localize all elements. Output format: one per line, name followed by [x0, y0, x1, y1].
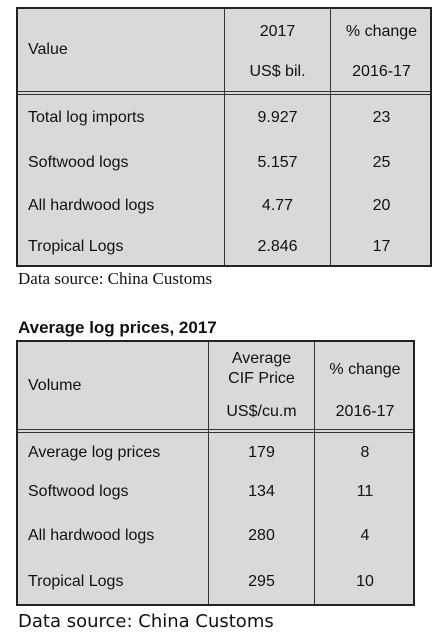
column-divider — [224, 9, 225, 265]
row-value: 179 — [248, 444, 275, 461]
row-value: 2.846 — [257, 238, 298, 255]
data-source-caption: Data source: China Customs — [18, 611, 274, 632]
log-imports-table: Value 2017 US$ bil. % change 2016-17 Tot… — [16, 7, 432, 267]
row-change: 10 — [356, 573, 374, 590]
row-change: 20 — [372, 197, 391, 214]
row-change: 4 — [360, 527, 370, 544]
header-cif-price: CIF Price — [228, 370, 295, 387]
row-label: Tropical Logs — [28, 238, 124, 255]
row-label: Total log imports — [28, 109, 145, 126]
row-label: All hardwood logs — [28, 197, 155, 214]
row-value: 134 — [248, 483, 275, 500]
header-divider — [18, 91, 430, 92]
header-period: 2016-17 — [335, 403, 395, 420]
header-average: Average — [231, 350, 292, 367]
row-change: 17 — [372, 238, 391, 255]
row-label: All hardwood logs — [28, 527, 155, 544]
header-year: 2017 — [259, 23, 296, 40]
row-change: 23 — [372, 109, 391, 126]
row-label: Tropical Logs — [28, 573, 124, 590]
row-change: 8 — [360, 444, 370, 461]
header-unit: US$ bil. — [249, 63, 306, 80]
row-value: 4.77 — [261, 197, 294, 214]
table-title: Average log prices, 2017 — [18, 318, 217, 337]
header-divider — [18, 429, 413, 430]
header-volume: Volume — [28, 376, 82, 394]
row-label: Softwood logs — [28, 154, 129, 171]
header-value: Value — [28, 41, 68, 58]
column-divider — [208, 342, 209, 604]
header-divider — [18, 94, 430, 95]
row-change: 11 — [356, 483, 374, 500]
row-label: Average log prices — [28, 444, 161, 461]
column-divider — [330, 9, 331, 265]
row-value: 295 — [248, 573, 275, 590]
header-unit: US$/cu.m — [226, 403, 297, 420]
row-value: 280 — [248, 527, 275, 544]
header-period: 2016-17 — [352, 63, 411, 80]
row-value: 5.157 — [257, 154, 298, 171]
row-change: 25 — [372, 154, 391, 171]
data-source-caption: Data source: China Customs — [18, 269, 213, 288]
row-value: 9.927 — [257, 109, 298, 126]
log-prices-table: Volume Average CIF Price US$/cu.m % chan… — [16, 340, 415, 606]
header-change: % change — [329, 361, 401, 378]
header-change: % change — [345, 23, 418, 40]
row-label: Softwood logs — [28, 483, 129, 500]
header-divider — [18, 432, 413, 433]
column-divider — [314, 342, 315, 604]
